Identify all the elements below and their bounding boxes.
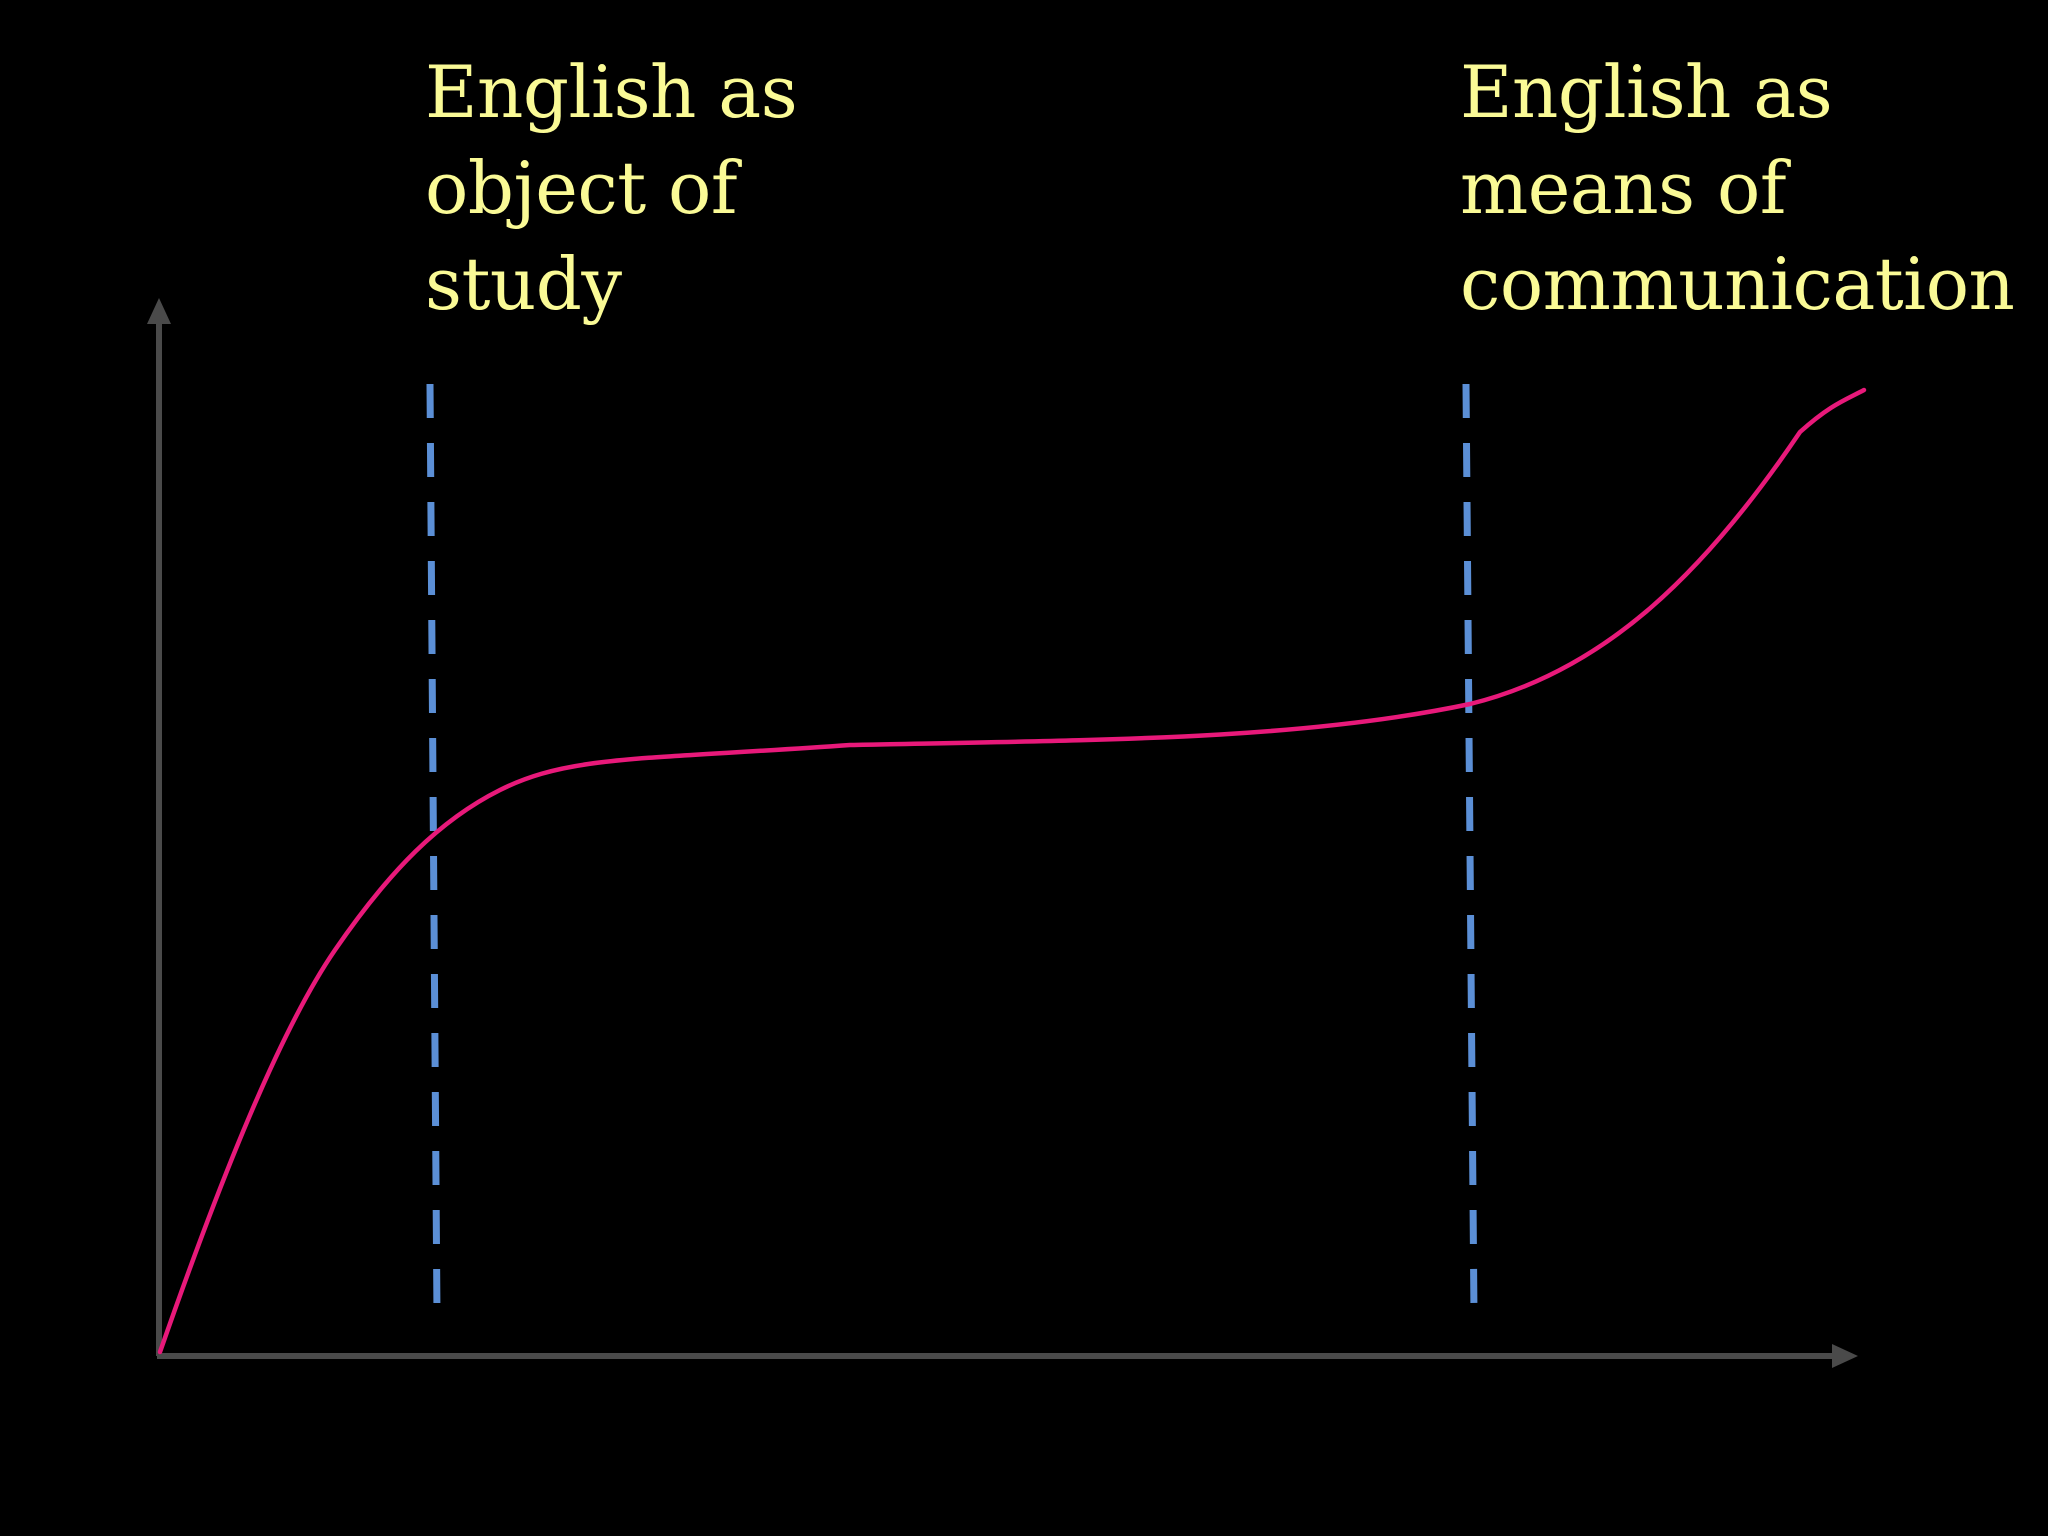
label-right-line-3: communication bbox=[1460, 242, 2015, 326]
label-right-line-2: means of bbox=[1460, 146, 1787, 230]
label-left-line-1: English as bbox=[425, 50, 798, 134]
divider-line-right bbox=[1462, 383, 1478, 1317]
label-right-line-1: English as bbox=[1460, 50, 1833, 134]
label-english-object-of-study: English as object of study bbox=[425, 44, 798, 332]
label-left-line-2: object of bbox=[425, 146, 738, 230]
x-axis-arrowhead bbox=[1832, 1344, 1858, 1368]
divider-line-left bbox=[426, 383, 441, 1317]
label-left-line-3: study bbox=[425, 242, 622, 326]
progress-curve bbox=[157, 387, 1867, 1355]
label-english-means-of-communication: English as means of communication bbox=[1460, 44, 2015, 332]
y-axis-arrowhead bbox=[147, 298, 171, 324]
